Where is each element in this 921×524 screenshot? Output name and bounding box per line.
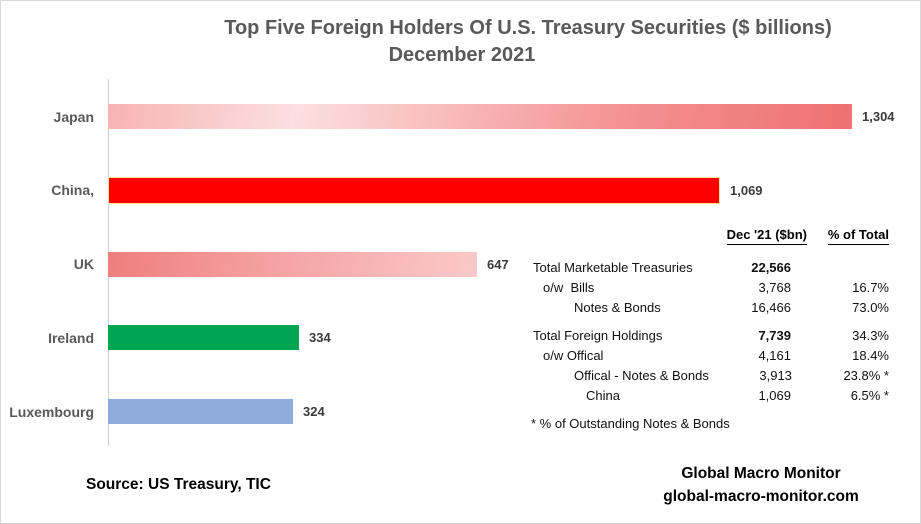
table-row: Total Marketable Treasuries 22,566: [531, 257, 889, 277]
bar-value-label: 324: [303, 404, 325, 419]
bar-ireland: [108, 325, 299, 351]
category-label: China,: [51, 182, 94, 199]
bar-row: China, 1,069: [1, 176, 920, 204]
table-row-label: Offical - Notes & Bonds: [574, 367, 709, 383]
table-row-value: 7,739: [758, 327, 791, 343]
bar-value-label: 647: [487, 256, 509, 272]
table-row-label: Notes & Bonds: [574, 299, 661, 315]
source-note: Source: US Treasury, TIC: [86, 476, 271, 493]
bar-value-label: 1,304: [862, 109, 895, 124]
table-header-pct-col: % of Total: [827, 226, 889, 245]
table-row-label: Total Marketable Treasuries: [533, 259, 693, 275]
bar-value-label: 334: [309, 330, 331, 346]
table-row-value: 22,566: [751, 259, 791, 275]
table-header-row: Dec '21 ($bn) % of Total: [531, 223, 889, 245]
bar-luxembourg: [108, 399, 293, 424]
bar-row: Japan 1,304: [1, 103, 920, 130]
summary-table: Dec '21 ($bn) % of Total Total Marketable …: [531, 223, 889, 434]
brand-block: Global Macro Monitor global-macro-monito…: [601, 462, 920, 508]
bar-china: [108, 176, 720, 204]
table-row: Total Foreign Holdings 7,739 34.3%: [531, 325, 889, 345]
table-row-value: 3,768: [758, 279, 791, 295]
table-header-value-col: Dec '21 ($bn): [726, 226, 807, 245]
table-row-value: 16,466: [751, 299, 791, 315]
category-label: Japan: [53, 108, 94, 125]
brand-url: global-macro-monitor.com: [663, 488, 859, 505]
bar-value-label: 1,069: [730, 182, 763, 198]
brand-name: Global Macro Monitor: [681, 465, 841, 482]
table-row-value: 1,069: [758, 387, 791, 403]
chart-title-line2: December 2021: [388, 44, 536, 66]
bar-japan: [108, 104, 852, 129]
category-label: Ireland: [48, 329, 94, 346]
table-row-pct: 16.7%: [852, 279, 889, 295]
bar-row: Luxembourg 324: [1, 398, 920, 425]
chart-title-line1: Top Five Foreign Holders Of U.S. Treasur…: [224, 17, 832, 39]
table-footnote: * % of Outstanding Notes & Bonds: [531, 416, 730, 431]
chart-title: Top Five Foreign Holders Of U.S. Treasur…: [143, 15, 913, 69]
category-label: UK: [73, 256, 94, 272]
table-row-pct: 18.4%: [852, 347, 889, 363]
table-row-value: 3,913: [759, 367, 792, 383]
bar-row: Ireland 334: [1, 324, 920, 351]
table-row-pct: 6.5% *: [850, 387, 889, 403]
table-row: China 1,069 6.5% *: [531, 385, 889, 405]
table-row-pct: 23.8% *: [843, 367, 889, 383]
table-row-label: China: [586, 387, 620, 403]
table-row: o/w Offical 4,161 18.4%: [531, 345, 889, 365]
table-row-pct: 73.0%: [852, 299, 889, 315]
table-row: Notes & Bonds 16,466 73.0%: [531, 297, 889, 317]
category-label: Luxembourg: [9, 403, 94, 420]
table-row-value: 4,161: [758, 347, 791, 363]
table-row-label: o/w Bills: [543, 279, 595, 295]
table-row-label: Total Foreign Holdings: [533, 327, 663, 343]
table-row-pct: 34.3%: [852, 327, 889, 343]
bar-row: UK 647: [1, 251, 920, 278]
table-row-label: o/w Offical: [543, 347, 604, 363]
bar-uk: [108, 251, 477, 277]
table-row: Offical - Notes & Bonds 3,913 23.8% *: [531, 365, 889, 385]
table-row: o/w Bills 3,768 16.7%: [531, 277, 889, 297]
